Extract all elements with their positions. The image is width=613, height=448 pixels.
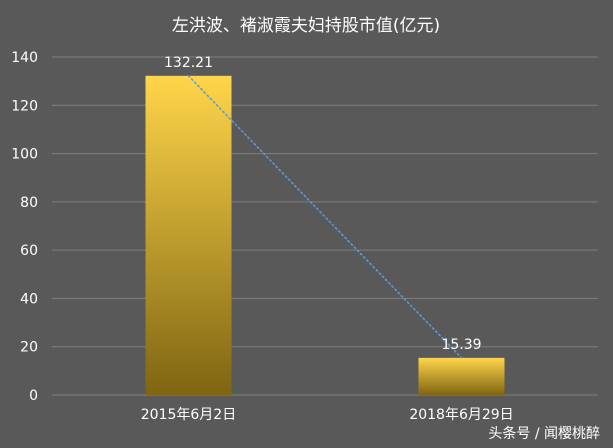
y-tick-label: 40 bbox=[20, 291, 38, 307]
y-tick-label: 20 bbox=[20, 340, 38, 356]
y-axis-ticks: 0 20 40 60 80 100 120 140 bbox=[11, 50, 38, 404]
x-axis-categories: 2015年6月2日 2018年6月29日 bbox=[141, 407, 514, 423]
data-label: 132.21 bbox=[164, 55, 213, 71]
grid-lines bbox=[52, 56, 598, 396]
y-tick-label: 60 bbox=[20, 243, 38, 259]
bar bbox=[418, 357, 505, 395]
watermark: 头条号 / 闻樱桃醉 bbox=[488, 425, 600, 442]
y-tick-label: 120 bbox=[11, 98, 38, 114]
data-label: 15.39 bbox=[441, 337, 481, 353]
data-labels: 132.21 15.39 bbox=[164, 55, 482, 353]
bar bbox=[145, 75, 232, 396]
y-tick-label: 80 bbox=[20, 195, 38, 211]
x-category-label: 2018年6月29日 bbox=[409, 407, 513, 423]
x-category-label: 2015年6月2日 bbox=[141, 407, 236, 423]
y-tick-label: 100 bbox=[11, 147, 38, 163]
y-tick-label: 0 bbox=[29, 388, 38, 404]
chart-title: 左洪波、褚淑霞夫妇持股市值(亿元) bbox=[172, 16, 440, 36]
bars bbox=[145, 75, 505, 396]
y-tick-label: 140 bbox=[11, 50, 38, 66]
